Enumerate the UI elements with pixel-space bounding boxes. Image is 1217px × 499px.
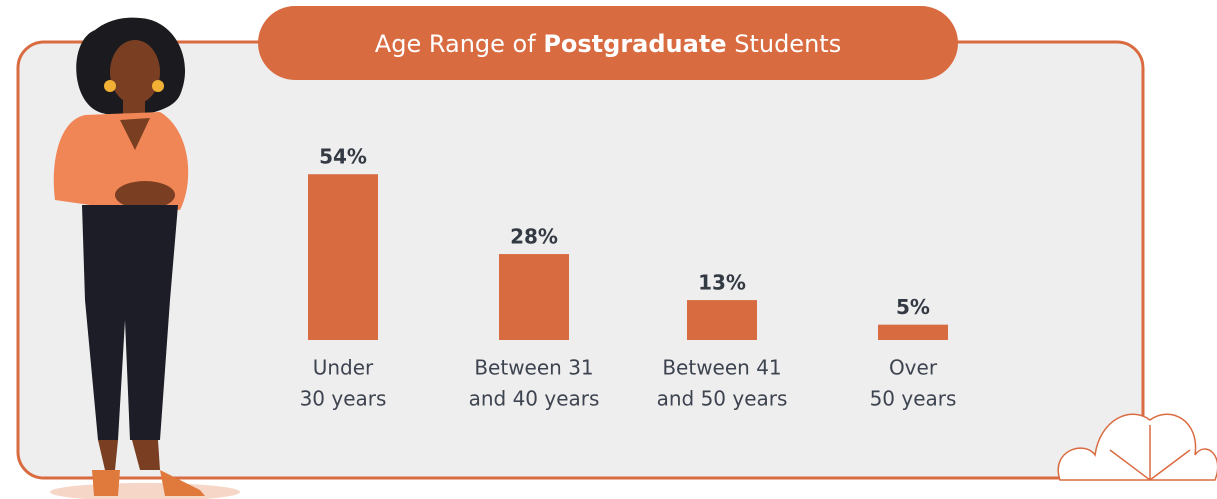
title-part: Age Range of	[375, 30, 536, 58]
chart-title: Age Range of Postgraduate Students	[375, 30, 841, 58]
bar	[878, 325, 948, 340]
category-label: Under	[313, 356, 374, 380]
category-label: Between 31	[474, 356, 593, 380]
category-label: and 50 years	[657, 387, 788, 411]
bar	[687, 300, 757, 340]
bar	[308, 174, 378, 340]
value-label: 28%	[510, 225, 558, 249]
chart: Age Range of Postgraduate Students 54% Un…	[0, 0, 1217, 499]
value-label: 54%	[319, 145, 367, 169]
category-label: Between 41	[662, 356, 781, 380]
title-emphasis: Postgraduate	[543, 30, 726, 58]
category-label: Over	[889, 356, 938, 380]
value-label: 13%	[698, 271, 746, 295]
category-label: 30 years	[300, 387, 387, 411]
category-label: and 40 years	[469, 387, 600, 411]
category-label: 50 years	[870, 387, 957, 411]
panel	[18, 42, 1143, 478]
title-part: Students	[734, 30, 841, 58]
value-label: 5%	[896, 295, 930, 319]
bar	[499, 254, 569, 340]
